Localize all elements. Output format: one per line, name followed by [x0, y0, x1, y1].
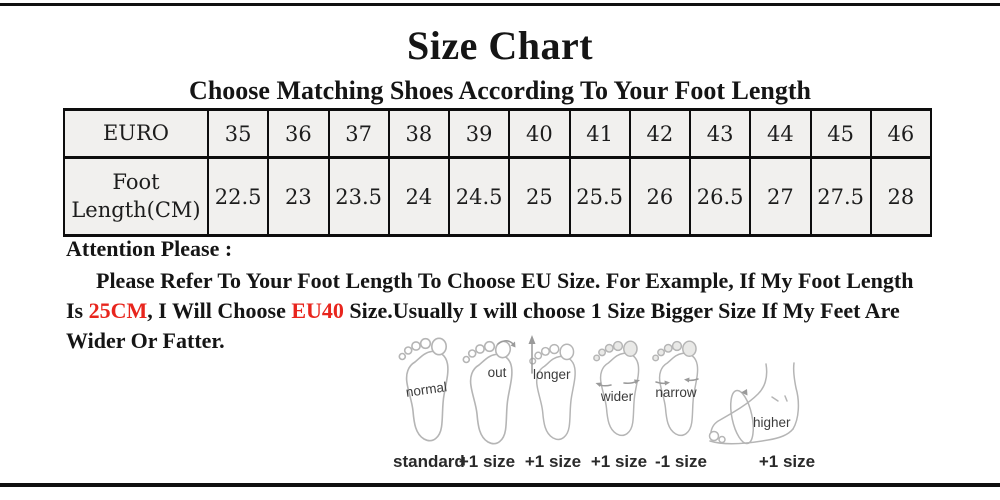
euro-size-cell: 36 — [267, 108, 330, 159]
foot-length-row: Foot Length(CM) 22.5 23 23.5 24 24.5 25 … — [63, 156, 933, 237]
attention-eu-size-highlight: EU40 — [291, 298, 344, 323]
size-note-higher: +1 size — [758, 452, 816, 471]
size-note-longer: +1 size — [524, 452, 582, 471]
euro-size-cell: 41 — [568, 108, 631, 159]
foot-diagram-normal: normal — [398, 337, 449, 442]
bottom-divider-line — [0, 483, 1000, 487]
attention-text-1: Please Refer To Your Foot Length To Choo… — [66, 268, 914, 323]
euro-size-cell: 37 — [327, 108, 390, 159]
foot-shape-label: wider — [600, 389, 634, 404]
attention-paragraph: Please Refer To Your Foot Length To Choo… — [66, 266, 924, 356]
foot-length-cell: 23.5 — [327, 156, 390, 237]
attention-section: Attention Please : Please Refer To Your … — [66, 236, 924, 356]
foot-length-cell: 22.5 — [206, 156, 270, 237]
foot-shape-label: longer — [533, 367, 571, 382]
foot-length-row-label: Foot Length(CM) — [63, 156, 209, 237]
euro-size-cell: 44 — [749, 108, 812, 159]
size-note-standard: standard — [393, 452, 465, 471]
attention-text-2: , I Will Choose — [147, 298, 292, 323]
euro-size-cell: 42 — [628, 108, 692, 159]
foot-length-cell: 27 — [749, 156, 812, 237]
foot-shape-label: out — [488, 365, 507, 380]
foot-length-cell: 26 — [628, 156, 692, 237]
euro-row-label: EURO — [63, 108, 209, 159]
foot-diagram-higher: higher — [708, 362, 800, 445]
page-subtitle: Choose Matching Shoes According To Your … — [189, 76, 811, 105]
euro-size-cell: 35 — [206, 108, 270, 159]
page-title: Size Chart — [406, 23, 594, 68]
foot-diagram-narrow: narrow — [652, 340, 699, 437]
euro-size-row: EURO 35 36 37 38 39 40 41 42 43 44 45 46 — [63, 108, 933, 159]
top-divider-line — [0, 3, 1000, 6]
foot-diagram-longer: longer — [528, 335, 576, 441]
foot-length-cell: 24 — [387, 156, 451, 237]
size-note-out: +1 size — [458, 452, 516, 471]
foot-length-cell: 27.5 — [809, 156, 872, 237]
foot-shape-guide: normal out — [385, 330, 835, 480]
attention-foot-length-highlight: 25CM — [88, 298, 148, 323]
foot-shape-label: narrow — [655, 385, 697, 400]
foot-length-cell: 26.5 — [688, 156, 752, 237]
size-note-wider: +1 size — [590, 452, 648, 471]
euro-size-cell: 40 — [508, 108, 571, 159]
size-table: EURO 35 36 37 38 39 40 41 42 43 44 45 46… — [63, 108, 933, 237]
foot-length-cell: 24.5 — [447, 156, 511, 237]
foot-length-cell: 28 — [869, 156, 933, 237]
foot-shape-label: normal — [405, 379, 448, 400]
foot-length-cell: 23 — [267, 156, 330, 237]
foot-diagram-wider: wider — [593, 340, 640, 437]
size-note-narrow: -1 size — [655, 452, 707, 471]
euro-size-cell: 38 — [387, 108, 451, 159]
euro-size-cell: 46 — [869, 108, 933, 159]
foot-shape-label: higher — [753, 415, 791, 430]
attention-text-3: Size.Usually I will choose 1 Size Bigger… — [66, 298, 900, 353]
euro-size-cell: 39 — [447, 108, 511, 159]
euro-size-cell: 45 — [809, 108, 872, 159]
euro-size-cell: 43 — [688, 108, 752, 159]
foot-length-cell: 25.5 — [568, 156, 631, 237]
foot-length-cell: 25 — [508, 156, 571, 237]
attention-heading: Attention Please : — [66, 236, 233, 261]
foot-diagram-out: out — [462, 340, 516, 445]
